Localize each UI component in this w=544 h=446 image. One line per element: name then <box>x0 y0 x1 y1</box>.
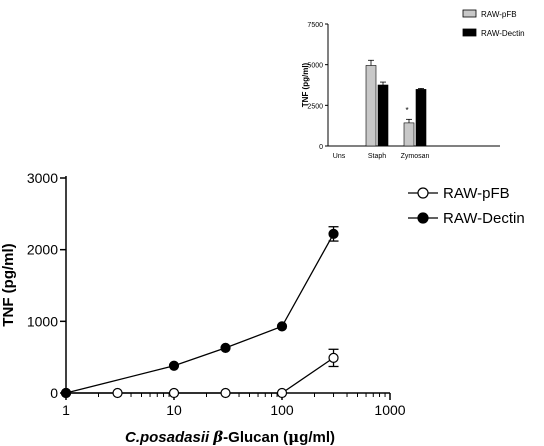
main-legend: RAW-pFB RAW-Dectin <box>408 185 525 227</box>
inset-x-tick-label: Staph <box>368 153 386 160</box>
inset-y-tick-label: 0 <box>319 144 323 151</box>
main-y-tick-label: 1000 <box>27 313 58 329</box>
data-point-pfb <box>276 387 288 399</box>
inset-x-tick-label: Zymosan <box>401 153 430 160</box>
legend-label-dectin: RAW-Dectin <box>443 210 525 227</box>
inset-bar <box>403 122 415 147</box>
data-point-pfb <box>328 352 339 363</box>
inset-legend-label-dectin: RAW-Dectin <box>481 29 525 38</box>
inset-x-tick-label: Uns <box>333 153 346 160</box>
inset-bar <box>377 84 389 147</box>
data-point-dectin <box>220 342 231 353</box>
data-point-pfb <box>112 387 123 399</box>
data-point-pfb <box>168 387 180 399</box>
inset-y-tick-label: 2500 <box>307 103 323 110</box>
inset-y-tick-label: 5000 <box>307 63 323 70</box>
series-line-dectin <box>65 233 335 394</box>
inset-bar-chart: 0 2500 5000 7500 Uns Staph Zymosan * TNF (pg/… <box>301 9 525 160</box>
inset-legend-swatch-pfb <box>462 9 477 18</box>
series-line-pfb <box>66 357 334 394</box>
inset-legend-label-pfb: RAW-pFB <box>481 10 517 19</box>
data-point-dectin <box>168 360 180 371</box>
data-point-dectin <box>276 321 288 332</box>
main-x-tick-label: 100 <box>270 402 294 418</box>
data-point-pfb <box>220 387 231 399</box>
legend-marker-pfb <box>417 187 429 199</box>
main-y-tick-label: 0 <box>50 385 58 401</box>
main-x-tick-label: 10 <box>166 402 182 418</box>
data-point-dectin <box>328 228 339 239</box>
inset-bar <box>365 65 377 147</box>
main-line-chart: 0 1000 2000 3000 1 10 100 1000 TNF (pg/ml) C.p… <box>0 170 525 446</box>
main-y-axis-label: TNF (pg/ml) <box>0 243 17 326</box>
legend-marker-dectin <box>417 212 429 224</box>
inset-y-axis-label: TNF (pg/ml) <box>301 62 310 107</box>
main-x-tick-label: 1000 <box>374 402 405 418</box>
inset-bar <box>415 89 427 147</box>
inset-y-tick-label: 7500 <box>307 22 323 29</box>
data-point-dectin <box>60 387 72 399</box>
inset-significance-star: * <box>405 106 408 115</box>
main-y-tick-label: 3000 <box>27 170 58 186</box>
main-x-axis-label: C.posadasii β-Glucan (μg/ml) <box>125 428 335 446</box>
inset-legend-swatch-dectin <box>462 28 477 37</box>
main-y-tick-label: 2000 <box>27 242 58 258</box>
legend-label-pfb: RAW-pFB <box>443 185 510 202</box>
main-x-tick-label: 1 <box>62 402 70 418</box>
